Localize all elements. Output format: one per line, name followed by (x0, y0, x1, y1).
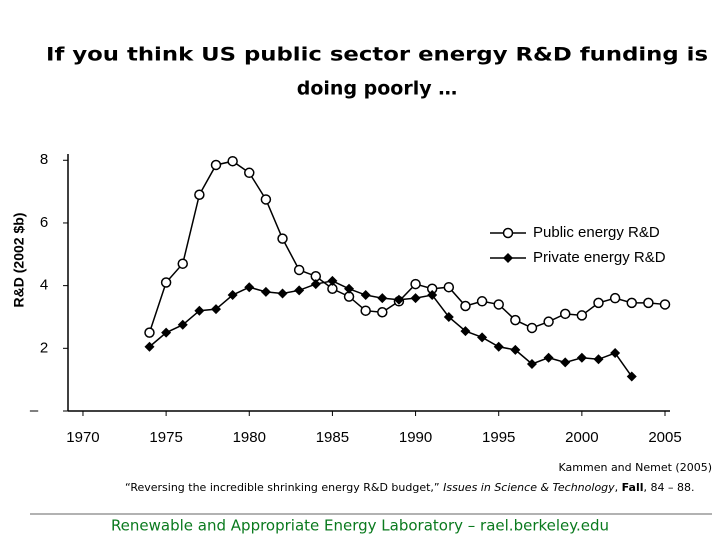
x-tick-label: 1990 (399, 429, 432, 446)
point (144, 327, 155, 338)
legend-label: Public energy R&D (533, 224, 660, 241)
point (377, 293, 388, 304)
plot: – 2 4 6 8 1970 1975 1980 1985 1990 1995 2000 2005 Pub… (30, 151, 682, 446)
title-line: doing poorly … (297, 78, 458, 100)
series-line (148, 160, 666, 333)
x-tick-label: 1975 (149, 429, 182, 446)
point (144, 341, 155, 352)
citation-part: , 84 – 88. (644, 481, 695, 494)
point (211, 304, 222, 315)
point (293, 264, 305, 276)
x-tick-label: 2005 (648, 429, 681, 446)
point (194, 189, 205, 200)
citation: “Reversing the incredible shrinking ener… (107, 481, 705, 494)
point (327, 275, 338, 286)
point (643, 297, 654, 309)
y-tick-label: 8 (40, 151, 48, 168)
point (294, 285, 305, 296)
x-tick-label: 1985 (316, 429, 349, 446)
point (460, 300, 471, 312)
point (503, 253, 513, 263)
point (177, 258, 188, 269)
point (177, 319, 188, 330)
citation-part: Issues in Science & Technology (443, 481, 615, 494)
point (244, 282, 255, 293)
point (493, 299, 504, 310)
point (260, 194, 272, 205)
point (194, 305, 205, 316)
point (377, 307, 388, 318)
point (360, 290, 371, 301)
y-tick-label: 4 (40, 277, 48, 294)
y-axis-label: R&D (2002 $b) (11, 213, 27, 308)
x-tick-label: 1995 (482, 429, 515, 446)
point (410, 293, 421, 304)
point (476, 296, 488, 307)
point (626, 297, 638, 309)
point (161, 327, 172, 338)
point (344, 283, 355, 294)
citation-part: “Reversing the incredible shrinking ener… (125, 481, 443, 494)
point (360, 305, 371, 316)
point (210, 159, 222, 171)
point (626, 371, 637, 382)
point (502, 227, 514, 239)
point (160, 277, 172, 288)
x-tick-label: 2000 (565, 429, 598, 446)
y-tick-label: – (30, 402, 39, 419)
point (609, 292, 621, 304)
y-tick-label: 6 (40, 214, 48, 231)
point (543, 352, 554, 363)
point (510, 314, 521, 326)
point (260, 286, 271, 297)
point (277, 288, 288, 299)
footer: Renewable and Appropriate Energy Laborat… (111, 517, 609, 535)
title-line: If you think US public sector energy R&D… (46, 44, 708, 66)
point (559, 308, 571, 320)
point (560, 357, 571, 368)
point (659, 299, 671, 310)
point (393, 294, 404, 305)
point (410, 278, 421, 290)
point (576, 310, 588, 321)
citation-part: Fall (622, 481, 644, 494)
point (543, 316, 554, 327)
point (477, 332, 488, 343)
point (244, 167, 255, 179)
point (593, 297, 604, 309)
legend-label: Private energy R&D (533, 249, 666, 266)
citation-part: , (615, 481, 622, 494)
point (443, 281, 455, 293)
point (460, 326, 471, 337)
point (427, 290, 438, 301)
point (227, 155, 238, 167)
y-tick-label: 2 (40, 339, 48, 356)
point (510, 344, 521, 355)
x-tick-label: 1970 (66, 429, 99, 446)
point (526, 358, 537, 369)
point (610, 348, 621, 359)
point (310, 279, 321, 290)
point (443, 311, 454, 322)
point (227, 290, 238, 301)
point (493, 341, 504, 352)
point (526, 322, 538, 334)
series-line (149, 280, 633, 377)
x-tick-label: 1980 (233, 429, 266, 446)
point (576, 352, 587, 363)
citation-source: Kammen and Nemet (2005) (559, 461, 712, 474)
point (593, 354, 604, 365)
point (277, 233, 288, 244)
